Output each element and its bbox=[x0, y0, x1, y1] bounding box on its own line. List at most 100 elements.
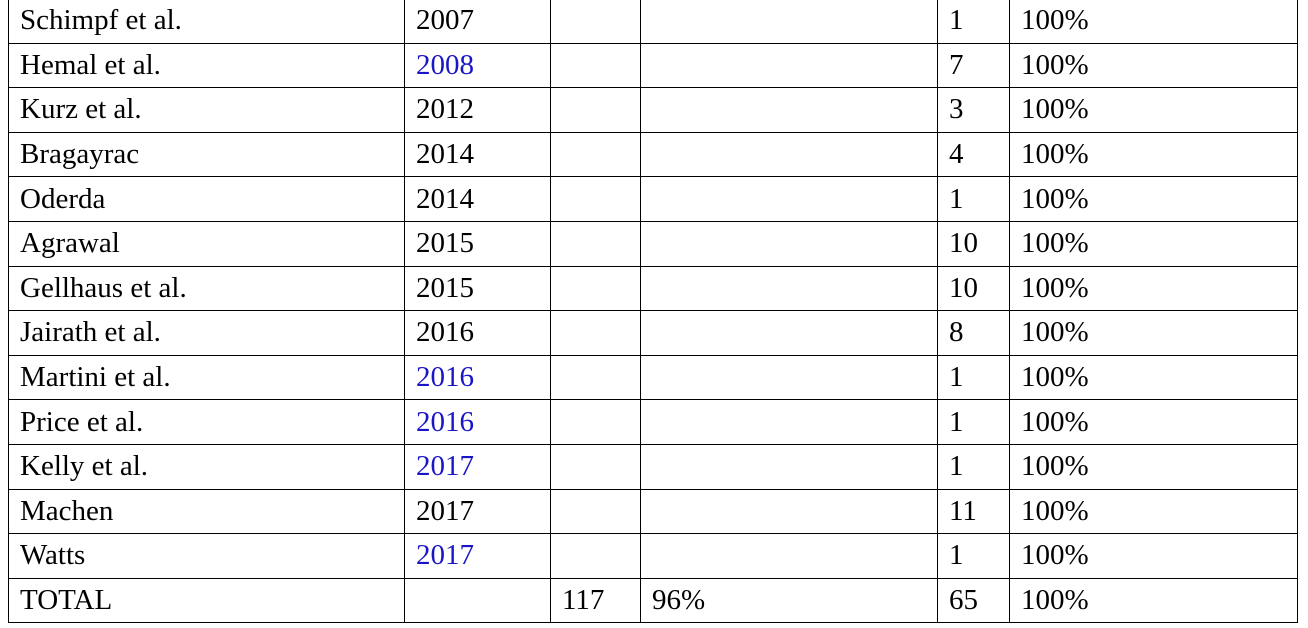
author-cell: Watts bbox=[8, 533, 405, 579]
count-cell-2: 1 bbox=[937, 176, 1010, 222]
count-cell bbox=[550, 220, 641, 267]
author-cell: Price et al. bbox=[8, 399, 405, 445]
year-cell: 2012 bbox=[404, 87, 551, 133]
table-row: Bragayrac 2014 4 100% bbox=[8, 131, 1298, 178]
percent-cell-2: 100% bbox=[1009, 131, 1298, 178]
count-cell bbox=[550, 354, 641, 401]
table-body: Schimpf et al. 2007 1 100% Hemal et al. 2008 7… bbox=[8, 0, 1298, 624]
table-row: Kurz et al. 2012 3 100% bbox=[8, 87, 1298, 133]
count-cell bbox=[550, 310, 641, 356]
count-cell bbox=[550, 399, 641, 445]
table-row: Hemal et al. 2008 7 100% bbox=[8, 42, 1298, 89]
author-cell: Agrawal bbox=[8, 220, 405, 267]
percent-cell-2: 100% bbox=[1009, 87, 1298, 133]
year-cell: 2014 bbox=[404, 176, 551, 222]
author-cell: Jairath et al. bbox=[8, 310, 405, 356]
year-link[interactable]: 2008 bbox=[404, 42, 551, 89]
count-cell-2: 7 bbox=[937, 42, 1010, 89]
count-cell-2: 65 bbox=[937, 577, 1010, 624]
count-cell-2: 3 bbox=[937, 87, 1010, 133]
percent-cell-2: 100% bbox=[1009, 577, 1298, 624]
total-row: TOTAL 117 96% 65 100% bbox=[8, 577, 1298, 624]
table-row: Machen 2017 11 100% bbox=[8, 488, 1298, 535]
count-cell-2: 8 bbox=[937, 310, 1010, 356]
percent-cell-2: 100% bbox=[1009, 220, 1298, 267]
author-cell: Hemal et al. bbox=[8, 42, 405, 89]
count-cell-2: 10 bbox=[937, 265, 1010, 312]
year-cell: 2007 bbox=[404, 0, 551, 44]
percent-cell-2: 100% bbox=[1009, 265, 1298, 312]
table-row: Oderda 2014 1 100% bbox=[8, 176, 1298, 222]
percent-cell bbox=[640, 265, 938, 312]
studies-table: Schimpf et al. 2007 1 100% Hemal et al. 2008 7… bbox=[8, 0, 1298, 624]
percent-cell bbox=[640, 488, 938, 535]
percent-cell bbox=[640, 443, 938, 490]
table-row: Agrawal 2015 10 100% bbox=[8, 220, 1298, 267]
year-cell: 2015 bbox=[404, 220, 551, 267]
table-row: Martini et al. 2016 1 100% bbox=[8, 354, 1298, 401]
count-cell-2: 1 bbox=[937, 533, 1010, 579]
year-cell: 2016 bbox=[404, 310, 551, 356]
count-cell bbox=[550, 0, 641, 44]
count-cell-2: 1 bbox=[937, 443, 1010, 490]
percent-cell-2: 100% bbox=[1009, 176, 1298, 222]
percent-cell bbox=[640, 533, 938, 579]
count-cell bbox=[550, 131, 641, 178]
count-cell bbox=[550, 443, 641, 490]
table-row: Kelly et al. 2017 1 100% bbox=[8, 443, 1298, 490]
author-cell: Oderda bbox=[8, 176, 405, 222]
author-cell: Gellhaus et al. bbox=[8, 265, 405, 312]
count-cell: 117 bbox=[550, 577, 641, 624]
count-cell-2: 1 bbox=[937, 354, 1010, 401]
count-cell-2: 10 bbox=[937, 220, 1010, 267]
percent-cell: 96% bbox=[640, 577, 938, 624]
percent-cell bbox=[640, 354, 938, 401]
percent-cell-2: 100% bbox=[1009, 488, 1298, 535]
year-cell: 2015 bbox=[404, 265, 551, 312]
year-cell: 2014 bbox=[404, 131, 551, 178]
percent-cell bbox=[640, 131, 938, 178]
count-cell bbox=[550, 265, 641, 312]
table-row: Price et al. 2016 1 100% bbox=[8, 399, 1298, 445]
table-row: Gellhaus et al. 2015 10 100% bbox=[8, 265, 1298, 312]
author-cell: Kelly et al. bbox=[8, 443, 405, 490]
count-cell bbox=[550, 488, 641, 535]
table-row: Schimpf et al. 2007 1 100% bbox=[8, 0, 1298, 44]
percent-cell-2: 100% bbox=[1009, 533, 1298, 579]
count-cell-2: 11 bbox=[937, 488, 1010, 535]
author-cell: Bragayrac bbox=[8, 131, 405, 178]
author-cell: Schimpf et al. bbox=[8, 0, 405, 44]
count-cell bbox=[550, 176, 641, 222]
year-link[interactable]: 2017 bbox=[404, 443, 551, 490]
percent-cell bbox=[640, 220, 938, 267]
percent-cell bbox=[640, 399, 938, 445]
year-link[interactable]: 2017 bbox=[404, 533, 551, 579]
percent-cell-2: 100% bbox=[1009, 0, 1298, 44]
percent-cell bbox=[640, 176, 938, 222]
percent-cell-2: 100% bbox=[1009, 399, 1298, 445]
year-link[interactable]: 2016 bbox=[404, 399, 551, 445]
table-row: Watts 2017 1 100% bbox=[8, 533, 1298, 579]
count-cell-2: 1 bbox=[937, 399, 1010, 445]
year-link[interactable]: 2016 bbox=[404, 354, 551, 401]
percent-cell-2: 100% bbox=[1009, 354, 1298, 401]
author-cell: Kurz et al. bbox=[8, 87, 405, 133]
percent-cell bbox=[640, 42, 938, 89]
percent-cell-2: 100% bbox=[1009, 42, 1298, 89]
table-row: Jairath et al. 2016 8 100% bbox=[8, 310, 1298, 356]
count-cell bbox=[550, 87, 641, 133]
percent-cell bbox=[640, 310, 938, 356]
percent-cell-2: 100% bbox=[1009, 443, 1298, 490]
count-cell-2: 1 bbox=[937, 0, 1010, 44]
percent-cell bbox=[640, 0, 938, 44]
author-cell: Martini et al. bbox=[8, 354, 405, 401]
year-cell: 2017 bbox=[404, 488, 551, 535]
percent-cell bbox=[640, 87, 938, 133]
author-cell: TOTAL bbox=[8, 577, 405, 624]
count-cell bbox=[550, 533, 641, 579]
percent-cell-2: 100% bbox=[1009, 310, 1298, 356]
author-cell: Machen bbox=[8, 488, 405, 535]
year-cell bbox=[404, 577, 551, 624]
count-cell bbox=[550, 42, 641, 89]
count-cell-2: 4 bbox=[937, 131, 1010, 178]
